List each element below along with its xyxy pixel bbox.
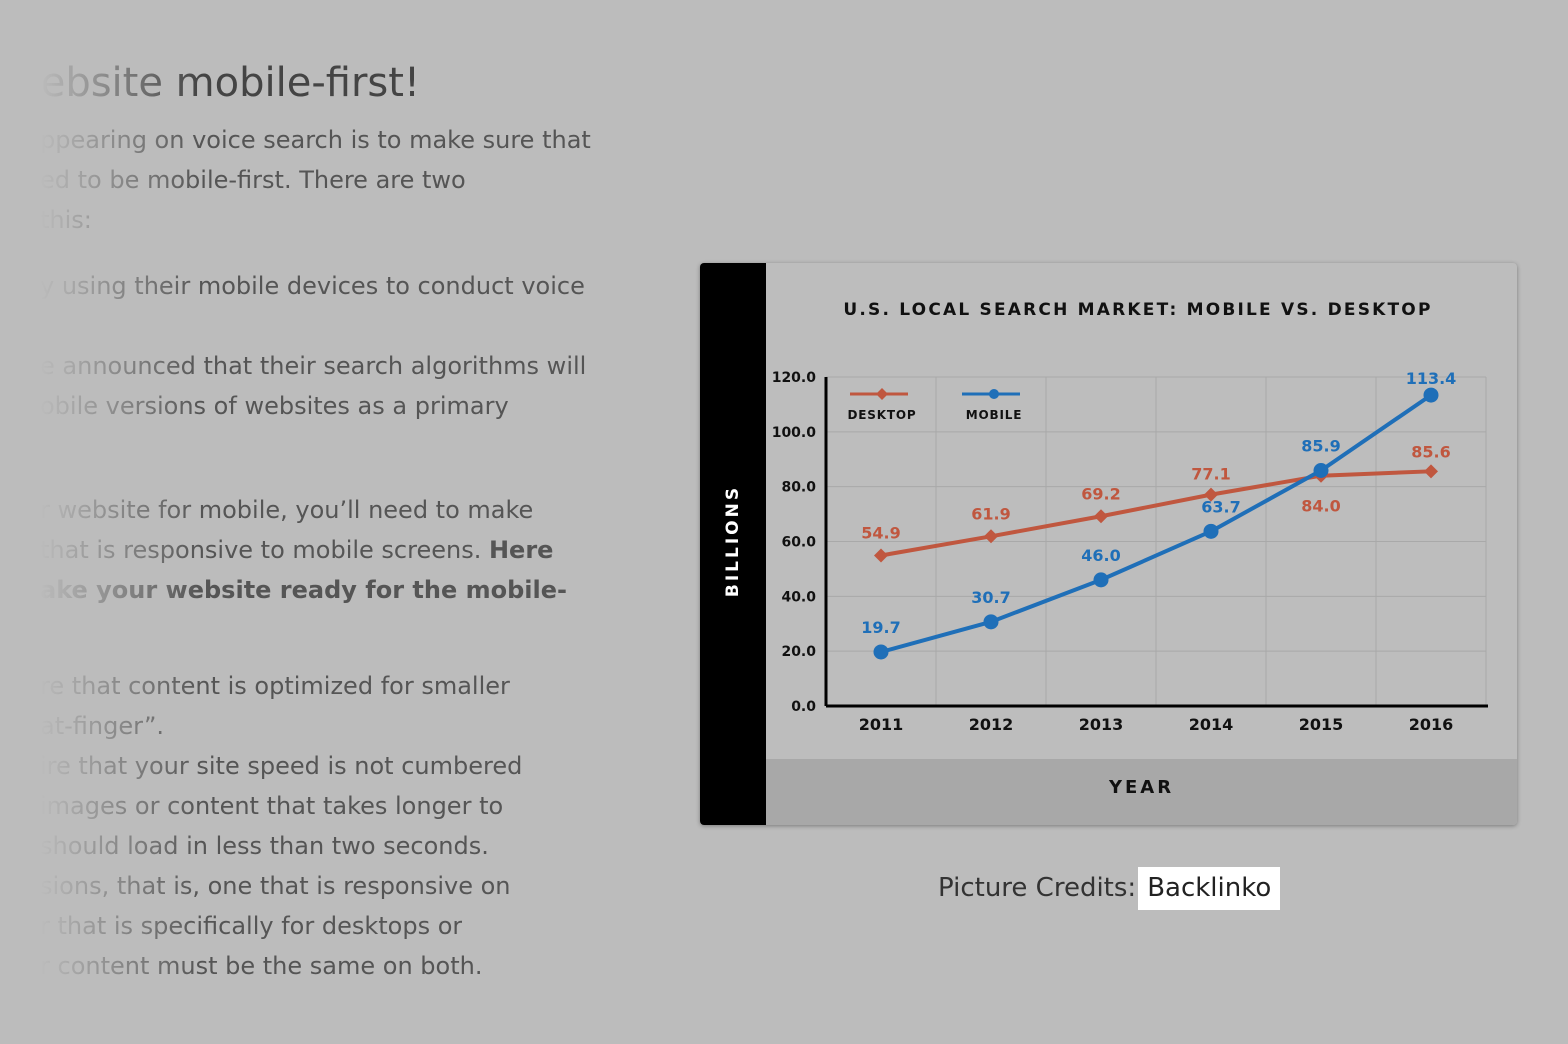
article-line: ed to be mobile-first. There are two: [40, 166, 466, 194]
x-axis-label: YEAR: [1108, 777, 1175, 798]
legend-diamond-marker: [876, 388, 888, 400]
data-point-diamond: [984, 529, 998, 544]
article-line: this:: [40, 206, 92, 234]
series-line-mobile: [880, 393, 1433, 654]
data-point-circle: [1203, 523, 1219, 539]
y-tick-label: 100.0: [772, 425, 817, 441]
picture-credits: Picture Credits: Backlinko: [938, 866, 1281, 910]
series-line-desktop: [880, 469, 1432, 558]
data-label: 77.1: [1191, 465, 1230, 484]
article-line: sions, that is, one that is responsive o…: [40, 872, 511, 900]
data-point-circle: [983, 614, 999, 630]
data-label: 84.0: [1301, 497, 1340, 516]
line-chart: U.S. LOCAL SEARCH MARKET: MOBILE VS. DES…: [772, 300, 1488, 734]
y-tick-label: 20.0: [781, 644, 816, 660]
article-line: r website for mobile, you’ll need to mak…: [40, 496, 534, 524]
data-point-diamond: [1424, 464, 1438, 479]
y-tick-label: 80.0: [781, 480, 816, 496]
credits-prefix: Picture Credits:: [938, 873, 1137, 903]
x-tick-label: 2012: [969, 715, 1014, 734]
data-label: 46.0: [1081, 546, 1120, 565]
y-tick-label: 60.0: [781, 535, 816, 551]
data-label: 61.9: [971, 504, 1010, 523]
x-tick-label: 2013: [1079, 715, 1124, 734]
x-tick-label: 2015: [1299, 715, 1344, 734]
chart-card: BILLIONS YEAR U.S. LOCAL SEARCH MARKET: …: [700, 263, 1517, 825]
y-tick-label: 0.0: [791, 699, 816, 715]
data-point-circle: [1423, 387, 1439, 403]
article-line: ire that your site speed is not cumbered: [40, 752, 523, 780]
article-line: re that content is optimized for smaller: [40, 672, 510, 700]
chart-footer: YEAR: [766, 759, 1517, 825]
data-label: 85.9: [1301, 436, 1340, 455]
data-point-circle: [1313, 462, 1329, 478]
legend-label: MOBILE: [966, 408, 1022, 422]
data-label: 54.9: [861, 523, 900, 542]
article-line: r content must be the same on both.: [40, 952, 483, 980]
data-point-circle: [873, 644, 889, 660]
section-heading: website mobile-first!: [8, 60, 420, 106]
article-line: r that is specifically for desktops or: [40, 912, 463, 940]
article-line: at-finger”.: [40, 712, 165, 740]
data-label: 113.4: [1406, 369, 1457, 388]
legend-label: DESKTOP: [848, 408, 917, 422]
x-tick-label: 2011: [859, 715, 904, 734]
article-line: ppearing on voice search is to make sure…: [40, 126, 591, 154]
data-label: 30.7: [971, 588, 1010, 607]
data-label: 69.2: [1081, 484, 1120, 503]
data-point-circle: [1093, 572, 1109, 588]
article-line: that is responsive to mobile screens. He…: [40, 536, 554, 564]
article-column: website mobile-first! ppearing on voice …: [0, 0, 640, 1044]
article-line-bold-tail: Here: [488, 536, 554, 564]
article-line: ake your website ready for the mobile-: [40, 576, 567, 604]
article-line: y using their mobile devices to conduct …: [40, 272, 585, 300]
article-line: obile versions of websites as a primary: [40, 392, 509, 420]
data-point-diamond: [1094, 509, 1108, 524]
article-line: e announced that their search algorithms…: [40, 352, 587, 380]
y-tick-label: 40.0: [781, 589, 816, 605]
y-tick-label: 120.0: [772, 370, 817, 386]
data-point-diamond: [1204, 487, 1218, 502]
data-point-diamond: [874, 548, 888, 563]
chart-sidebar: BILLIONS: [700, 263, 766, 825]
data-label: 19.7: [861, 618, 900, 637]
legend-circle-marker: [989, 389, 999, 399]
chart-title: U.S. LOCAL SEARCH MARKET: MOBILE VS. DES…: [843, 300, 1432, 320]
data-label: 63.7: [1201, 497, 1240, 516]
data-label: 85.6: [1411, 442, 1450, 461]
credits-link[interactable]: Backlinko: [1138, 866, 1281, 910]
article-line: images or content that takes longer to: [40, 792, 504, 820]
x-tick-label: 2014: [1189, 715, 1234, 734]
x-tick-label: 2016: [1409, 715, 1454, 734]
article-line: should load in less than two seconds.: [40, 832, 489, 860]
